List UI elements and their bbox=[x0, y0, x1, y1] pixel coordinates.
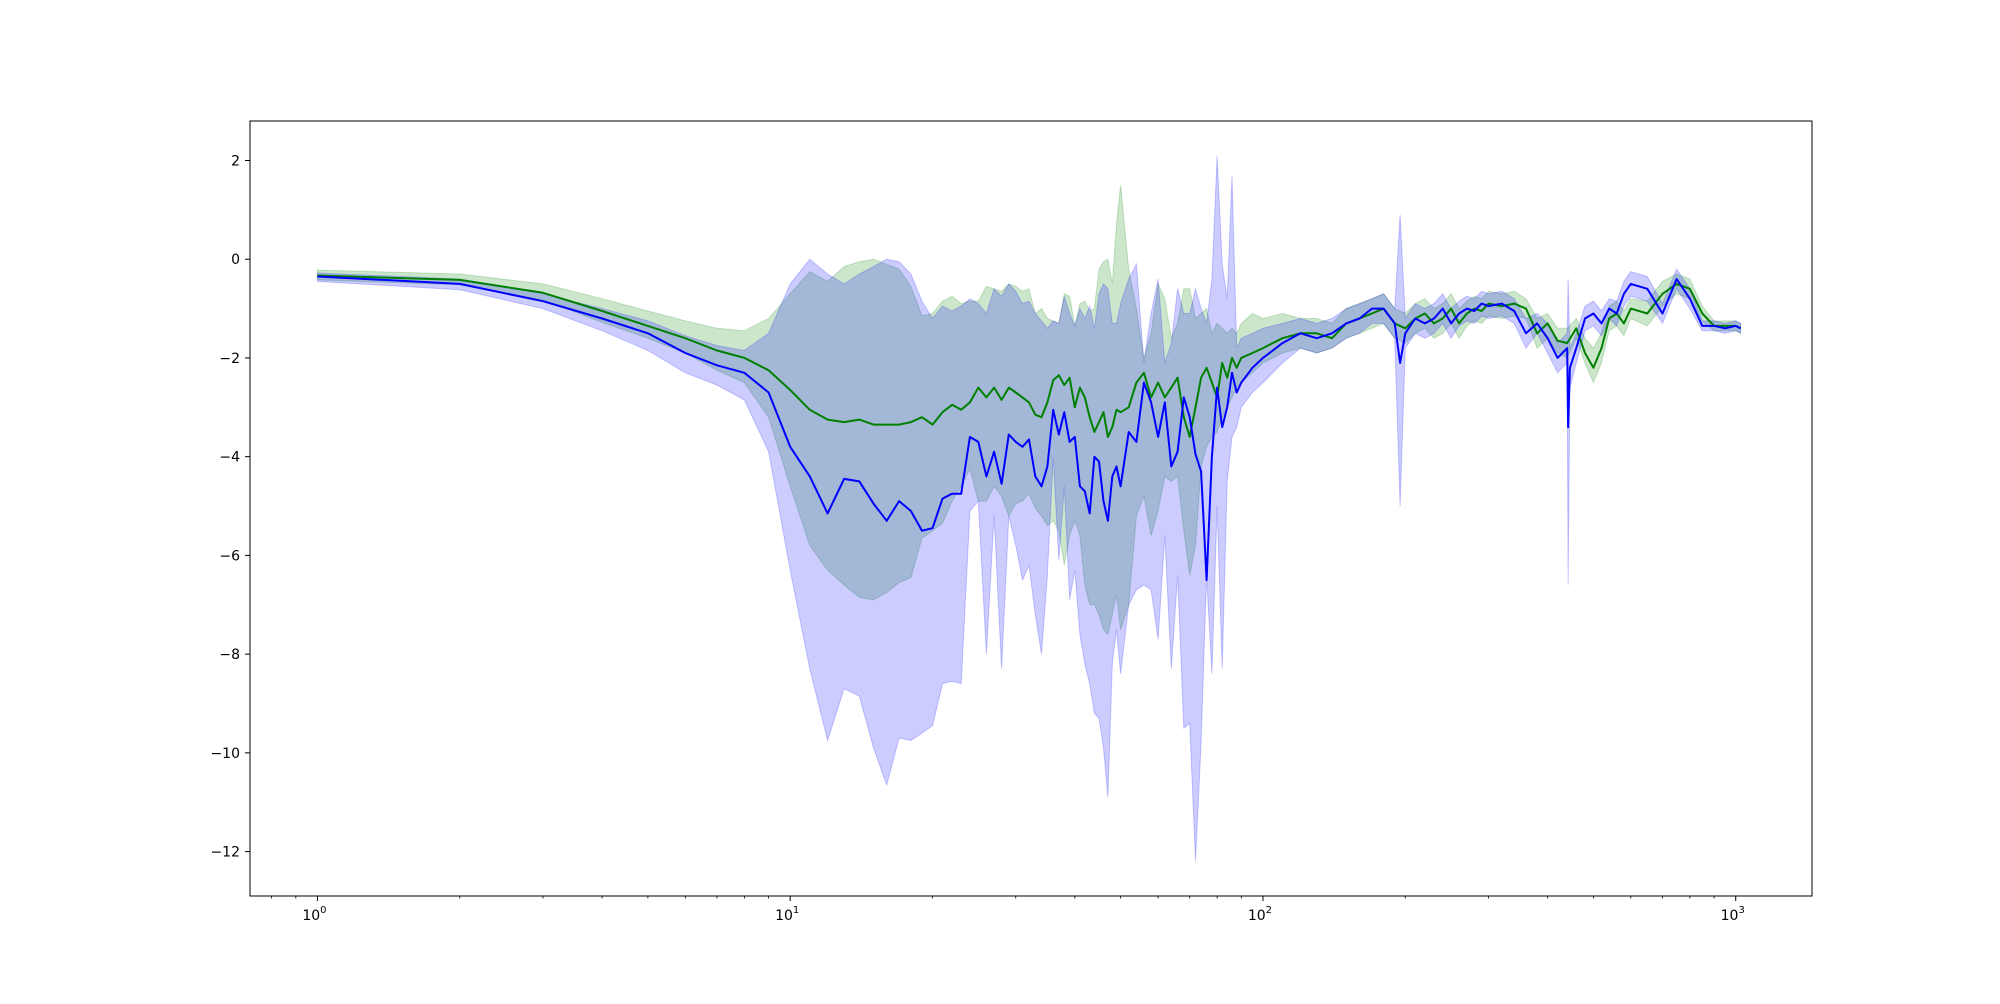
series-lines bbox=[317, 274, 1742, 582]
y-tick-label: 2 bbox=[231, 153, 240, 169]
x-tick-label-exp: 1 bbox=[793, 905, 799, 916]
x-axis: 100 101 102 103 bbox=[271, 896, 1745, 924]
series-1-band bbox=[316, 155, 1742, 862]
confidence-bands bbox=[316, 155, 1742, 862]
x-tick-label-base: 10 bbox=[775, 908, 793, 924]
y-tick-label: −8 bbox=[219, 647, 240, 663]
y-axis: 2 0 −2 −4 −6 −8 −10 −12 bbox=[210, 153, 250, 861]
x-tick-label-base: 10 bbox=[1248, 908, 1266, 924]
x-tick-label: 100 bbox=[302, 905, 326, 924]
x-tick-label-exp: 2 bbox=[1266, 905, 1272, 916]
x-tick-label: 103 bbox=[1721, 905, 1745, 924]
y-tick-label: 0 bbox=[231, 252, 240, 268]
x-tick-label-base: 10 bbox=[302, 908, 320, 924]
y-tick-label: −12 bbox=[210, 845, 240, 861]
series-0-band bbox=[316, 185, 1742, 636]
y-tick-label: −2 bbox=[219, 351, 240, 367]
x-tick-label: 102 bbox=[1248, 905, 1272, 924]
x-tick-label-base: 10 bbox=[1721, 908, 1739, 924]
series-1-line bbox=[317, 275, 1742, 582]
x-tick-label: 101 bbox=[775, 905, 799, 924]
plot-frame bbox=[249, 120, 1813, 897]
x-tick-label-exp: 3 bbox=[1738, 905, 1744, 916]
x-tick-label-exp: 0 bbox=[320, 905, 326, 916]
series-0-line bbox=[317, 274, 1742, 438]
y-tick-label: −4 bbox=[219, 450, 240, 466]
y-tick-label: −10 bbox=[210, 746, 240, 762]
y-tick-label: −6 bbox=[219, 548, 240, 564]
